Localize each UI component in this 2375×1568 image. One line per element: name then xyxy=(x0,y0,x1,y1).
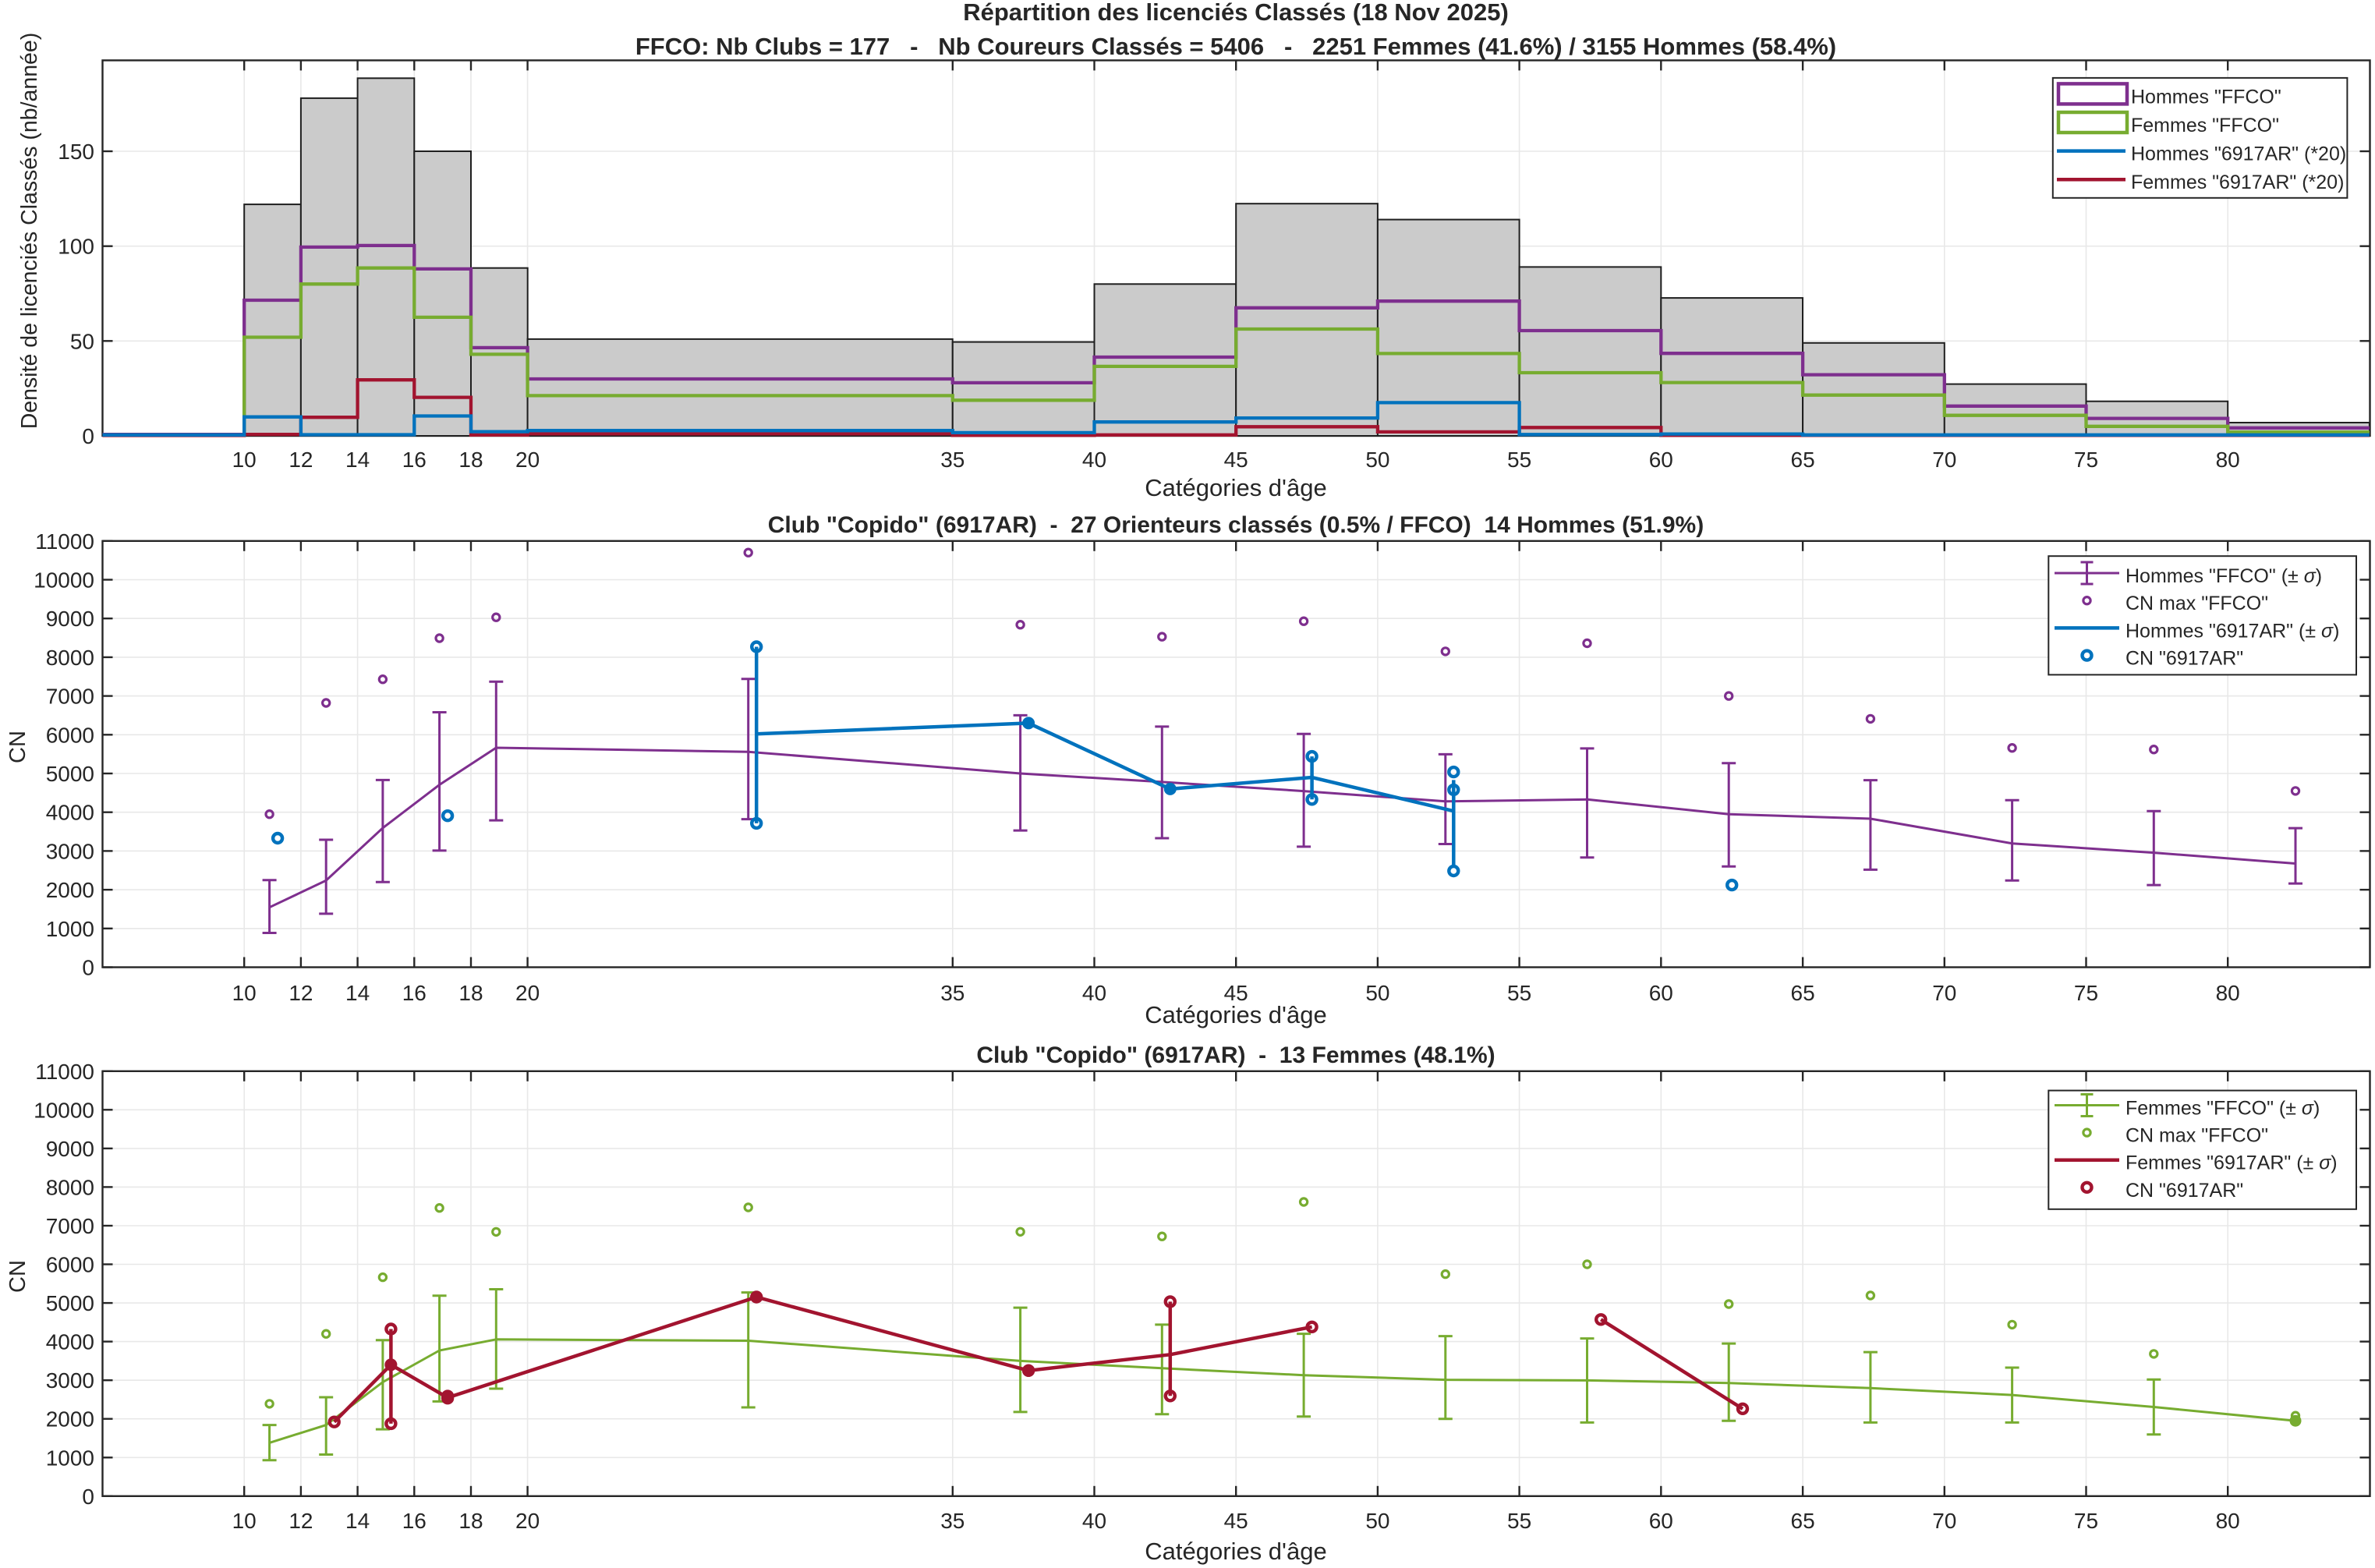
svg-text:70: 70 xyxy=(1932,981,1956,1005)
svg-text:8000: 8000 xyxy=(46,1175,94,1199)
svg-text:35: 35 xyxy=(940,448,965,472)
svg-text:55: 55 xyxy=(1507,448,1531,472)
svg-text:35: 35 xyxy=(940,981,965,1005)
svg-text:80: 80 xyxy=(2216,981,2240,1005)
svg-text:7000: 7000 xyxy=(46,1214,94,1238)
svg-text:50: 50 xyxy=(1365,1509,1389,1533)
svg-text:18: 18 xyxy=(458,981,483,1005)
svg-text:4000: 4000 xyxy=(46,1330,94,1354)
svg-text:2000: 2000 xyxy=(46,878,94,902)
svg-text:Catégories d'âge: Catégories d'âge xyxy=(1145,1538,1326,1565)
svg-text:Hommes "FFCO" (± σ): Hommes "FFCO" (± σ) xyxy=(2125,565,2322,587)
svg-text:60: 60 xyxy=(1649,1509,1673,1533)
svg-text:10: 10 xyxy=(232,981,257,1005)
svg-text:Catégories d'âge: Catégories d'âge xyxy=(1145,1001,1326,1028)
svg-text:50: 50 xyxy=(1365,448,1389,472)
svg-text:Catégories d'âge: Catégories d'âge xyxy=(1145,474,1326,501)
svg-text:150: 150 xyxy=(58,140,94,164)
svg-text:3000: 3000 xyxy=(46,1368,94,1393)
svg-text:10: 10 xyxy=(232,1509,257,1533)
svg-text:3000: 3000 xyxy=(46,839,94,863)
svg-text:9000: 9000 xyxy=(46,607,94,631)
svg-text:CN "6917AR": CN "6917AR" xyxy=(2125,1180,2243,1202)
svg-text:7000: 7000 xyxy=(46,685,94,709)
svg-text:8000: 8000 xyxy=(46,646,94,670)
svg-text:11000: 11000 xyxy=(35,529,94,554)
svg-text:1000: 1000 xyxy=(46,917,94,941)
svg-text:45: 45 xyxy=(1224,1509,1248,1533)
svg-text:9000: 9000 xyxy=(46,1137,94,1161)
svg-text:10000: 10000 xyxy=(34,1098,94,1122)
svg-text:45: 45 xyxy=(1224,448,1248,472)
svg-text:70: 70 xyxy=(1932,1509,1956,1533)
svg-text:60: 60 xyxy=(1649,981,1673,1005)
svg-text:5000: 5000 xyxy=(46,1291,94,1315)
svg-text:10000: 10000 xyxy=(34,568,94,593)
svg-text:20: 20 xyxy=(515,448,540,472)
svg-text:10: 10 xyxy=(232,448,257,472)
svg-text:0: 0 xyxy=(82,956,94,980)
svg-text:12: 12 xyxy=(288,448,313,472)
svg-text:Femmes "FFCO": Femmes "FFCO" xyxy=(2131,115,2279,136)
svg-text:12: 12 xyxy=(288,981,313,1005)
svg-text:55: 55 xyxy=(1507,1509,1531,1533)
svg-text:Club "Copido" (6917AR) - 27: Club "Copido" (6917AR) - 27 Orienteurs c… xyxy=(768,512,1704,538)
svg-text:5000: 5000 xyxy=(46,762,94,786)
svg-text:100: 100 xyxy=(58,235,94,259)
svg-text:16: 16 xyxy=(402,981,427,1005)
svg-text:60: 60 xyxy=(1649,448,1673,472)
svg-text:80: 80 xyxy=(2216,448,2240,472)
svg-text:14: 14 xyxy=(345,1509,370,1533)
svg-text:Femmes "FFCO" (± σ): Femmes "FFCO" (± σ) xyxy=(2125,1098,2320,1120)
svg-text:70: 70 xyxy=(1932,448,1956,472)
svg-text:2000: 2000 xyxy=(46,1407,94,1432)
svg-text:0: 0 xyxy=(82,1485,94,1509)
svg-text:Club "Copido" (6917AR) - 13: Club "Copido" (6917AR) - 13 Femmes (48.1… xyxy=(976,1042,1495,1068)
svg-text:1000: 1000 xyxy=(46,1446,94,1470)
svg-text:40: 40 xyxy=(1082,448,1106,472)
svg-text:16: 16 xyxy=(402,1509,427,1533)
svg-text:14: 14 xyxy=(345,448,370,472)
svg-text:20: 20 xyxy=(515,981,540,1005)
svg-text:75: 75 xyxy=(2074,981,2098,1005)
svg-text:Hommes "6917AR" (± σ): Hommes "6917AR" (± σ) xyxy=(2125,620,2339,642)
svg-text:0: 0 xyxy=(82,424,94,448)
svg-text:CN max "FFCO": CN max "FFCO" xyxy=(2125,593,2268,614)
svg-text:Femmes "6917AR" (± σ): Femmes "6917AR" (± σ) xyxy=(2125,1152,2338,1174)
svg-text:6000: 6000 xyxy=(46,723,94,747)
svg-text:35: 35 xyxy=(940,1509,965,1533)
svg-text:18: 18 xyxy=(458,448,483,472)
svg-text:16: 16 xyxy=(402,448,427,472)
svg-text:11000: 11000 xyxy=(35,1060,94,1084)
svg-text:14: 14 xyxy=(345,981,370,1005)
svg-text:80: 80 xyxy=(2216,1509,2240,1533)
svg-text:65: 65 xyxy=(1791,981,1815,1005)
svg-text:65: 65 xyxy=(1791,1509,1815,1533)
svg-text:6000: 6000 xyxy=(46,1253,94,1277)
svg-text:FFCO: Nb Clubs = 177 - Nb: FFCO: Nb Clubs = 177 - Nb Coureurs Class… xyxy=(635,33,1836,60)
svg-text:4000: 4000 xyxy=(46,801,94,825)
svg-text:18: 18 xyxy=(458,1509,483,1533)
svg-text:75: 75 xyxy=(2074,448,2098,472)
svg-text:Hommes "6917AR" (*20): Hommes "6917AR" (*20) xyxy=(2131,143,2346,165)
svg-text:50: 50 xyxy=(70,329,94,353)
svg-text:CN max "FFCO": CN max "FFCO" xyxy=(2125,1125,2268,1147)
svg-text:20: 20 xyxy=(515,1509,540,1533)
svg-text:55: 55 xyxy=(1507,981,1531,1005)
svg-text:CN: CN xyxy=(5,1260,30,1293)
svg-text:CN "6917AR": CN "6917AR" xyxy=(2125,648,2243,670)
svg-text:50: 50 xyxy=(1365,981,1389,1005)
svg-text:45: 45 xyxy=(1224,981,1248,1005)
svg-text:40: 40 xyxy=(1082,1509,1106,1533)
svg-text:65: 65 xyxy=(1791,448,1815,472)
svg-text:CN: CN xyxy=(5,731,30,763)
svg-text:Densité de licenciés Classés (: Densité de licenciés Classés (nb/année) xyxy=(17,33,42,430)
svg-text:Hommes "FFCO": Hommes "FFCO" xyxy=(2131,86,2281,108)
svg-text:75: 75 xyxy=(2074,1509,2098,1533)
svg-text:Femmes "6917AR" (*20): Femmes "6917AR" (*20) xyxy=(2131,172,2344,193)
svg-text:12: 12 xyxy=(288,1509,313,1533)
svg-text:Répartition des licenciés Clas: Répartition des licenciés Classés (18 No… xyxy=(963,0,1509,26)
svg-text:40: 40 xyxy=(1082,981,1106,1005)
